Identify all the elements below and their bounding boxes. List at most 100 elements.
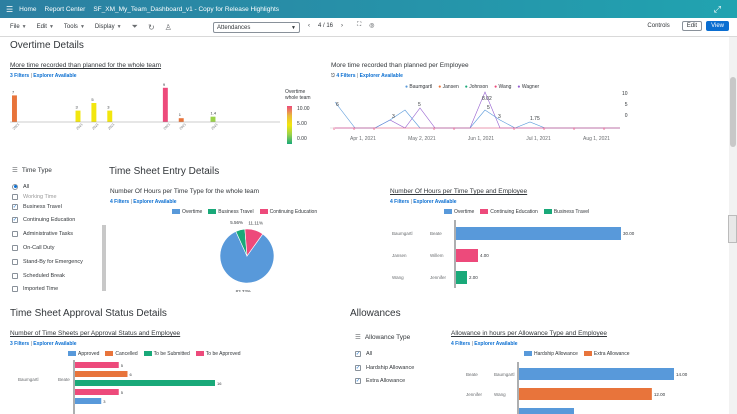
edit-mode-button[interactable]: Edit xyxy=(681,21,703,31)
legend-item[interactable]: ● Wang xyxy=(494,84,512,90)
display-menu[interactable]: Display ▼ xyxy=(95,24,122,30)
legend-item[interactable]: Cancelled xyxy=(105,351,138,357)
edit-menu[interactable]: Edit ▼ xyxy=(37,24,54,30)
legend-item[interactable]: Continuing Education xyxy=(480,209,538,215)
legend-item[interactable]: Hardship Allowance xyxy=(524,351,578,357)
filter-info[interactable]: 3 Filters | Explorer Available xyxy=(10,73,77,79)
file-label: File xyxy=(10,24,20,30)
explorer-link[interactable]: Explorer Available xyxy=(133,199,177,205)
legend-item[interactable]: Overtime xyxy=(172,209,202,215)
check-circle-icon[interactable]: ◎ xyxy=(369,23,375,29)
legend-label: Overtime xyxy=(454,209,475,215)
checkbox[interactable] xyxy=(12,258,18,265)
tick-label: 2021 xyxy=(179,122,187,130)
chart-title-overtime-employee[interactable]: More time recorded than planned per Empl… xyxy=(331,62,469,69)
hamburger-icon[interactable]: ☰ xyxy=(6,4,14,14)
tools-label: Tools xyxy=(63,24,78,30)
home-link[interactable]: Home xyxy=(19,5,37,13)
legend-item[interactable]: ● Johnson xyxy=(464,84,489,90)
legend-item[interactable]: Continuing Education xyxy=(259,209,317,215)
time-type-option[interactable]: Scheduled Break xyxy=(12,269,108,283)
checkbox[interactable]: ✓ xyxy=(12,203,18,210)
filter-scrollbar[interactable] xyxy=(102,225,106,291)
filters-count[interactable]: 3 Filters xyxy=(10,341,30,347)
legend-item[interactable]: To be Approved xyxy=(195,351,241,357)
page-select[interactable]: Attendances ▼ xyxy=(213,22,300,33)
refresh-icon[interactable]: ↻ xyxy=(147,22,155,32)
filter-info[interactable]: 4 Filters | Explorer Available xyxy=(110,199,177,205)
time-type-option[interactable]: Imported Time xyxy=(12,283,108,297)
checkbox[interactable] xyxy=(12,193,18,200)
legend-item[interactable]: To be Submitted xyxy=(143,351,190,357)
legend-item[interactable]: Approved xyxy=(68,351,99,357)
legend-item[interactable]: Business Travel xyxy=(208,209,254,215)
filter-info[interactable]: 3 Filters | Explorer Available xyxy=(10,341,77,347)
explorer-link[interactable]: Explorer Available xyxy=(413,199,457,205)
chart-title-employee-hours[interactable]: Number Of Hours per Time Type and Employ… xyxy=(390,188,528,195)
checkbox[interactable]: ✓ xyxy=(12,217,18,224)
checkbox[interactable] xyxy=(12,231,18,238)
chart-title-overtime-team[interactable]: More time recorded than planned for the … xyxy=(10,62,162,69)
filters-count[interactable]: 4 Filters xyxy=(390,199,410,205)
chevron-down-icon: ▼ xyxy=(116,24,122,30)
legend-item[interactable]: Extra Allowance xyxy=(583,351,630,357)
file-menu[interactable]: File ▼ xyxy=(10,24,27,30)
explorer-link[interactable]: Explorer Available xyxy=(474,341,518,347)
legend-item[interactable]: ● Jansen xyxy=(438,84,459,90)
funnel-icon[interactable]: ⏷ xyxy=(131,22,138,31)
filter-info[interactable]: 4 Filters | Explorer Available xyxy=(451,341,518,347)
next-page-icon[interactable]: › xyxy=(341,22,344,29)
expand-icon[interactable]: ⤢ xyxy=(713,4,721,14)
time-type-option[interactable]: ✓ Business Travel xyxy=(12,200,108,214)
chart-title-approval[interactable]: Number of Time Sheets per Approval Statu… xyxy=(10,330,181,337)
allowance-type-option[interactable]: ✓ Extra Allowance xyxy=(355,375,445,389)
tools-menu[interactable]: Tools ▼ xyxy=(64,24,85,30)
explorer-link[interactable]: Explorer Available xyxy=(33,341,77,347)
tick-label: 2021 xyxy=(91,122,99,130)
chart-title-pie[interactable]: Number Of Hours per Time Type for the wh… xyxy=(110,188,260,195)
legend-item[interactable]: ● Baumgartl xyxy=(405,84,433,90)
filters-count[interactable]: 4 Filters xyxy=(451,341,471,347)
approval-bar-chart: Baumgartl Beate 5 6 16 5 3 xyxy=(18,360,222,414)
time-type-option[interactable]: Stand-By for Emergency xyxy=(12,255,108,269)
time-type-option[interactable]: Administrative Tasks xyxy=(12,227,108,241)
chart-title-allowance[interactable]: Allowance in hours per Allowance Type an… xyxy=(451,330,607,337)
filter-info[interactable]: 4 Filters | Explorer Available xyxy=(390,199,457,205)
legend-item[interactable]: ● Wagner xyxy=(517,84,540,90)
filters-count[interactable]: 4 Filters xyxy=(336,73,356,79)
checkbox[interactable]: ✓ xyxy=(355,378,361,385)
controls-button[interactable]: Controls xyxy=(647,23,670,29)
checkbox[interactable] xyxy=(12,245,18,252)
bar xyxy=(107,110,113,122)
checkbox[interactable] xyxy=(12,286,18,293)
section-title-approval: Time Sheet Approval Status Details xyxy=(10,308,167,319)
data-label: 0 xyxy=(453,126,456,131)
color-legend-title: Overtime whole team xyxy=(285,89,311,101)
checkbox[interactable]: ✓ xyxy=(355,350,361,357)
explorer-link[interactable]: Explorer Available xyxy=(359,73,403,79)
side-panel-tab[interactable] xyxy=(728,215,737,243)
checkbox[interactable] xyxy=(12,272,18,279)
time-type-option[interactable]: All xyxy=(12,180,108,194)
allowance-type-option[interactable]: ✓ Hardship Allowance xyxy=(355,361,445,375)
allowance-type-option[interactable]: ✓ All xyxy=(355,347,445,361)
filters-count[interactable]: 4 Filters xyxy=(110,199,130,205)
filter-info[interactable]: ⎋ 4 Filters | Explorer Available xyxy=(331,73,403,79)
scrollbar-thumb[interactable] xyxy=(730,77,736,147)
legend-item[interactable]: Business Travel xyxy=(543,209,589,215)
report-center-link[interactable]: Report Center xyxy=(44,5,86,13)
radio-button[interactable] xyxy=(12,183,18,190)
fullscreen-icon[interactable]: ⛶ xyxy=(357,22,362,28)
checkbox[interactable]: ✓ xyxy=(355,364,361,371)
view-mode-button[interactable]: View xyxy=(706,21,729,31)
user-icon[interactable]: ♙ xyxy=(164,22,172,32)
legend-label: To be Approved xyxy=(205,351,241,357)
time-type-option[interactable]: On-Call Duty xyxy=(12,241,108,255)
data-label: 16 xyxy=(217,381,222,386)
time-type-option[interactable]: Working Time xyxy=(12,193,108,200)
time-type-option[interactable]: ✓ Continuing Education xyxy=(12,214,108,228)
filters-count[interactable]: 3 Filters xyxy=(10,73,30,79)
prev-page-icon[interactable]: ‹ xyxy=(308,22,310,29)
legend-item[interactable]: Overtime xyxy=(444,209,474,215)
explorer-link[interactable]: Explorer Available xyxy=(33,73,77,79)
